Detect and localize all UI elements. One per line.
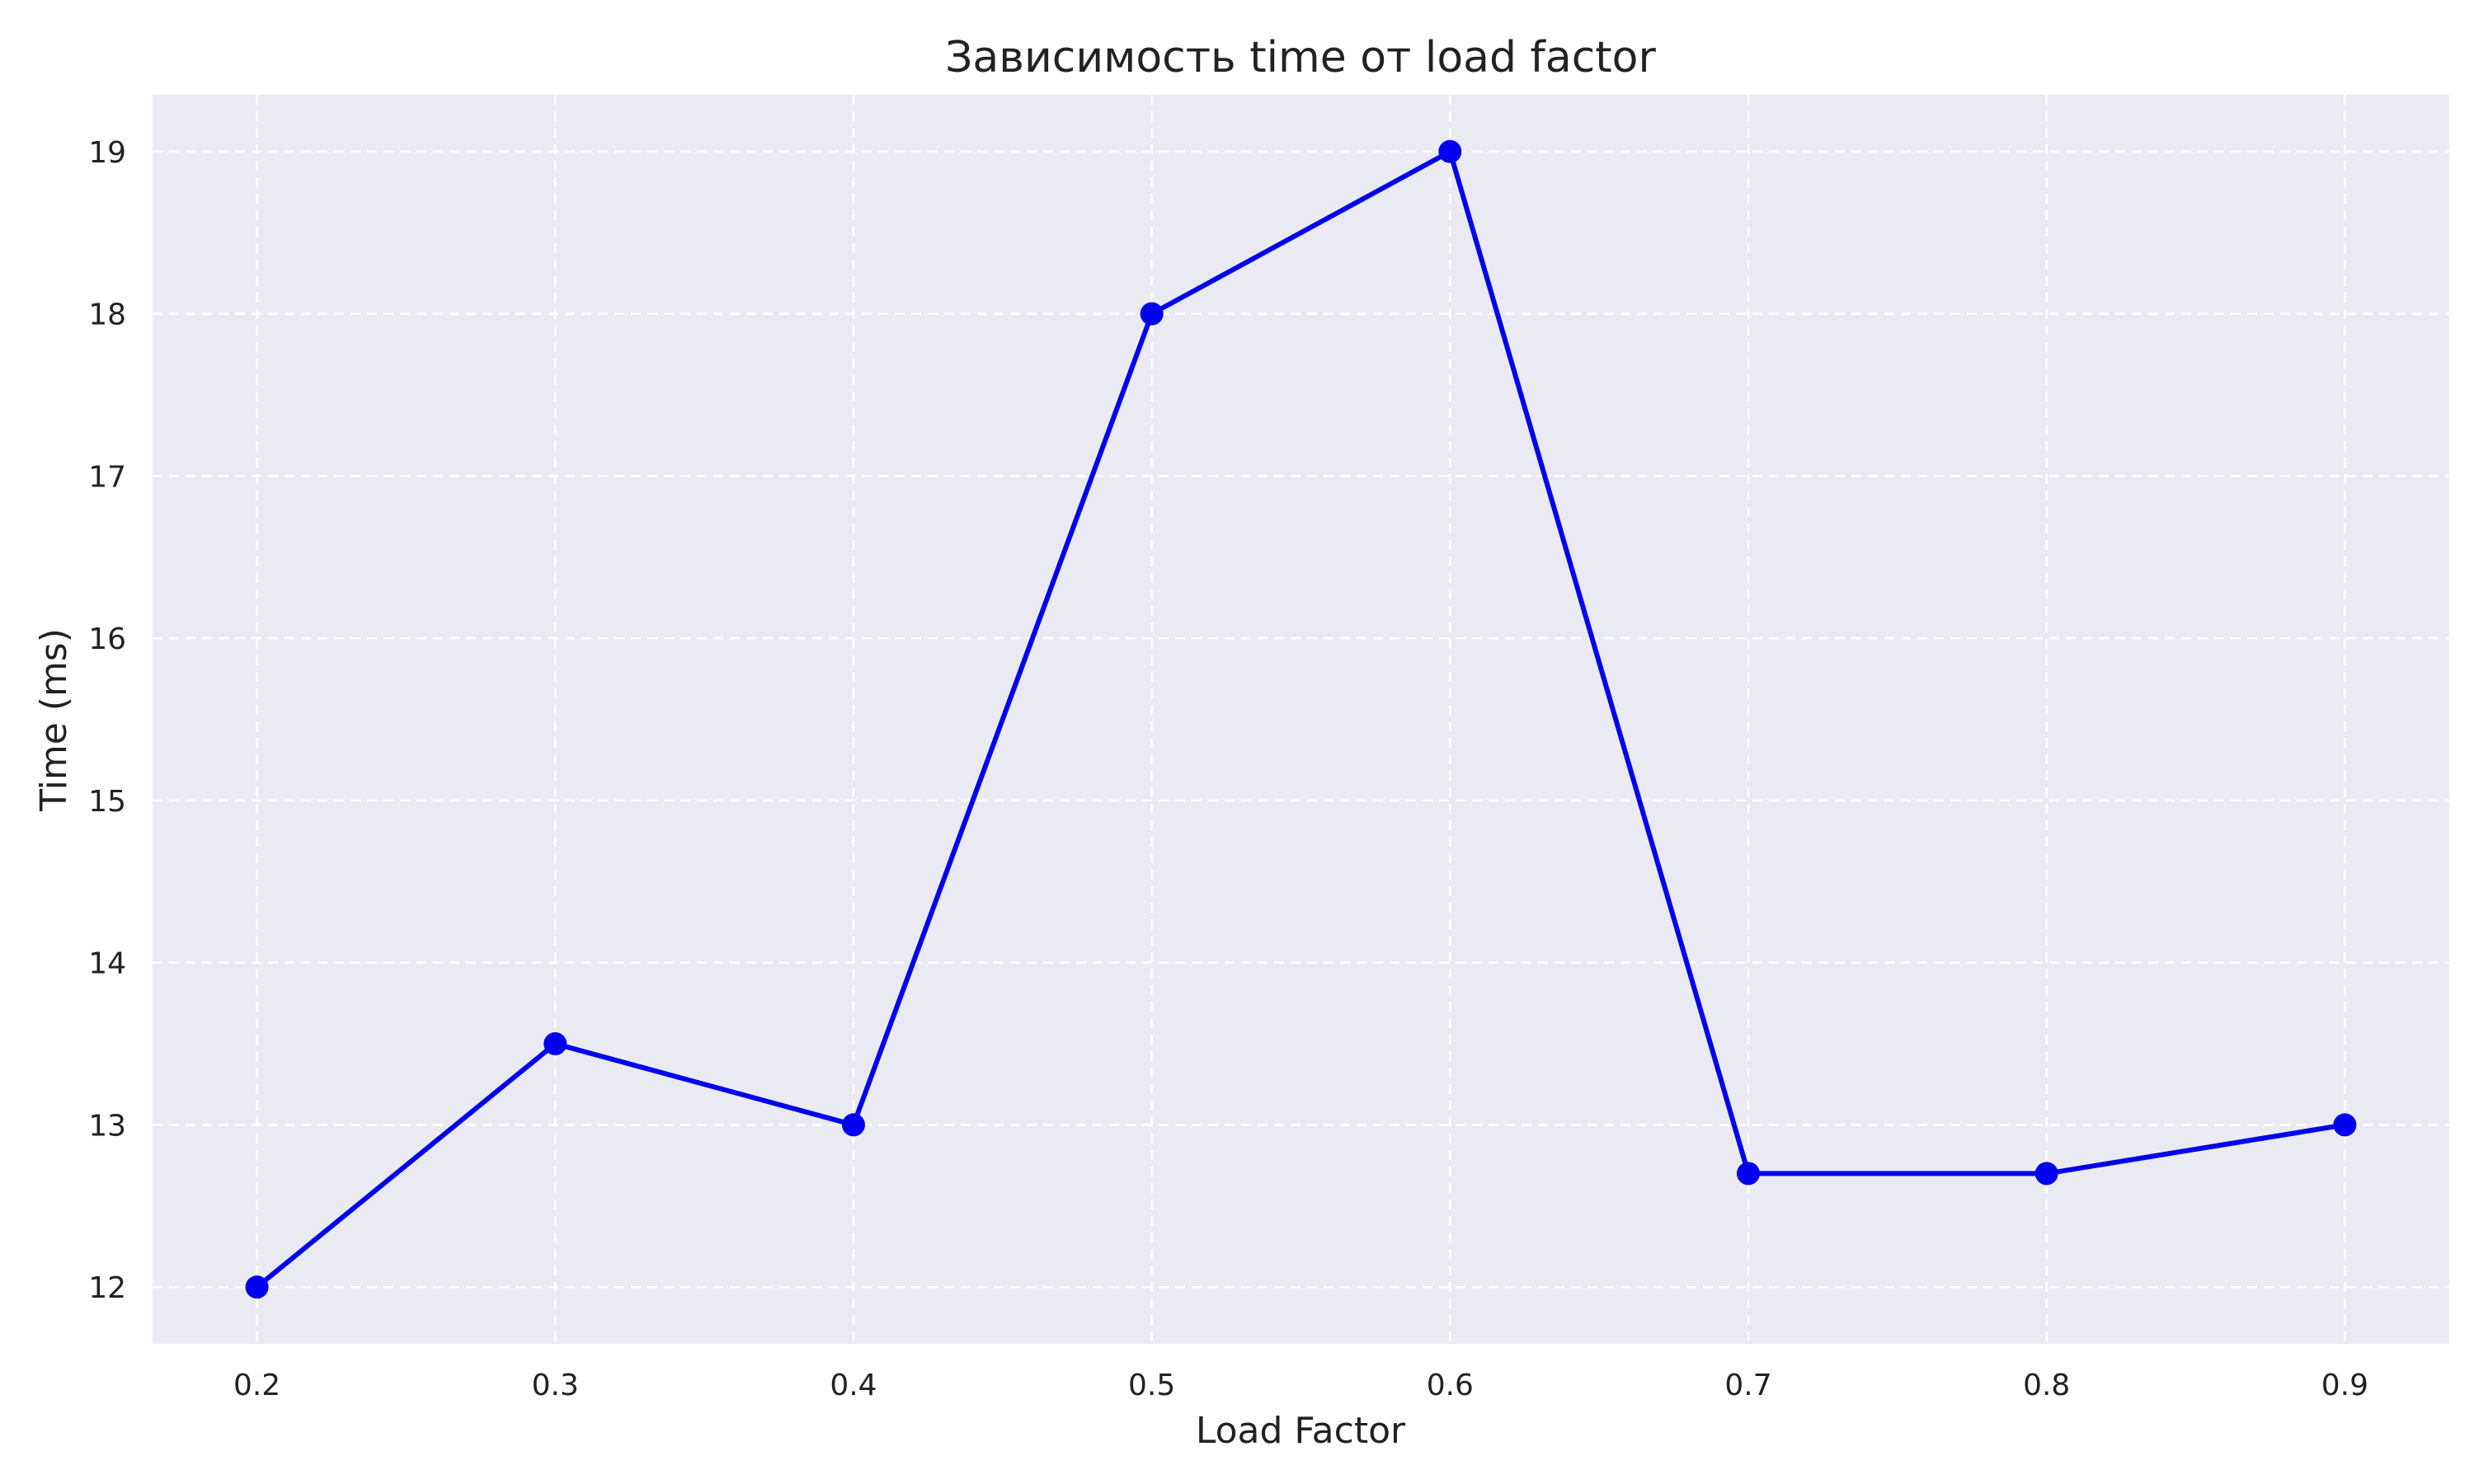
y-axis-label: Time (ms): [33, 628, 75, 812]
series-line: [254, 148, 2348, 1290]
x-tick-label: 0.7: [1724, 1369, 1771, 1402]
data-point-marker: [1438, 139, 1462, 163]
x-tick-label: 0.5: [1128, 1369, 1175, 1402]
y-tick-label: 16: [88, 622, 126, 656]
data-point-marker: [245, 1275, 269, 1299]
y-tick-label: 17: [88, 460, 126, 494]
y-tick-label: 13: [88, 1109, 126, 1143]
chart-title: Зависимость time от load factor: [945, 33, 1656, 82]
series-layer: [245, 139, 2357, 1299]
x-tick-label: 0.9: [2321, 1369, 2368, 1402]
data-point-marker: [1737, 1162, 1761, 1186]
data-point-marker: [841, 1113, 865, 1137]
x-axis-label: Load Factor: [1196, 1410, 1406, 1452]
x-tick-label: 0.3: [532, 1369, 579, 1402]
x-tick-label: 0.4: [830, 1369, 877, 1402]
x-axis-ticks: 0.2 0.3 0.4 0.5 0.6 0.7 0.8 0.9: [233, 1369, 2368, 1402]
y-tick-label: 15: [88, 785, 126, 819]
x-tick-label: 0.8: [2023, 1369, 2070, 1402]
data-point-marker: [2034, 1162, 2058, 1186]
y-tick-label: 12: [88, 1271, 126, 1305]
data-point-marker: [2333, 1113, 2357, 1137]
y-tick-label: 14: [88, 947, 126, 981]
data-point-marker: [543, 1032, 567, 1056]
plot-area: [153, 95, 2449, 1344]
x-tick-label: 0.6: [1427, 1369, 1474, 1402]
x-tick-label: 0.2: [233, 1369, 280, 1402]
y-tick-label: 18: [88, 298, 126, 332]
y-tick-label: 19: [88, 136, 126, 170]
y-axis-ticks: 12 13 14 15 16 17 18 19: [88, 136, 126, 1305]
data-point-marker: [1140, 302, 1164, 326]
